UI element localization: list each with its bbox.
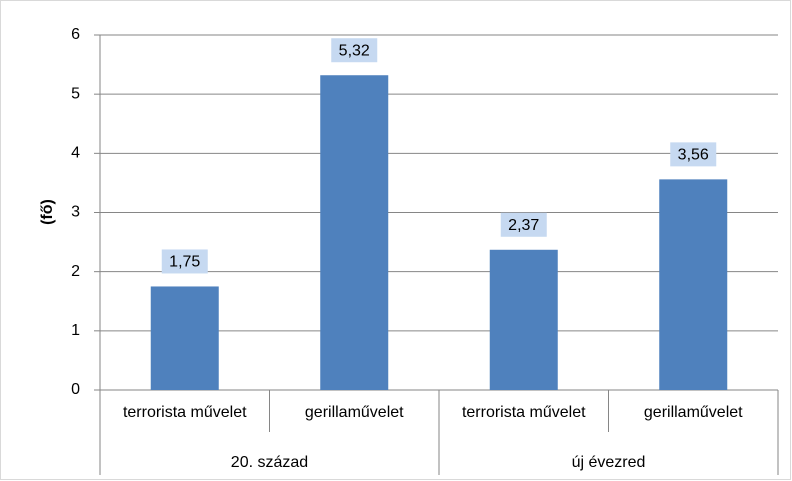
value-label-box [161, 249, 208, 274]
y-tick-label: 1 [71, 322, 80, 339]
x-tick-label: gerillaművelet [305, 404, 404, 421]
value-label: 1,75 [169, 254, 200, 271]
y-tick-label: 6 [71, 26, 80, 43]
y-tick-label: 5 [71, 85, 80, 102]
group-label: 20. század [231, 454, 308, 471]
y-axis-title: (fő) [39, 199, 56, 225]
bar [659, 179, 728, 390]
y-tick-label: 0 [71, 381, 80, 398]
bar [320, 75, 389, 390]
value-label-box [670, 142, 717, 167]
bar [489, 249, 558, 390]
y-tick-label: 3 [71, 204, 80, 221]
value-label-box [500, 212, 547, 237]
bar [150, 286, 219, 390]
x-tick-label: gerillaművelet [644, 404, 743, 421]
x-tick-label: terrorista művelet [123, 404, 247, 421]
value-label: 3,56 [678, 147, 709, 164]
x-tick-label: terrorista művelet [462, 404, 586, 421]
group-label: új évezred [572, 454, 646, 471]
value-label-box [331, 38, 378, 63]
value-label: 5,32 [339, 42, 370, 59]
y-tick-label: 2 [71, 263, 80, 280]
value-label: 2,37 [508, 217, 539, 234]
y-tick-label: 4 [71, 145, 80, 162]
